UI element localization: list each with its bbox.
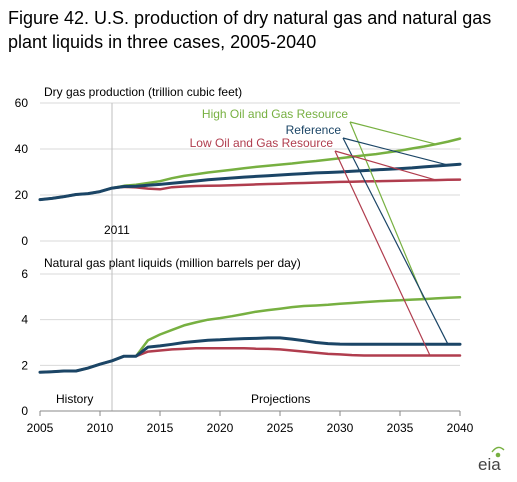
ngpl-low-line [38, 346, 462, 374]
legend-high-leader-top [349, 121, 437, 145]
eia-logo-dot [495, 452, 501, 458]
x-tick-label: 2035 [387, 421, 414, 435]
dry-gas-reference-line [38, 162, 462, 202]
x-tick-label: 2040 [447, 421, 474, 435]
y-tick-label: 2 [21, 358, 28, 372]
legend-reference-leader-bottom [342, 137, 449, 345]
legend-high-label: High Oil and Gas Resource [202, 107, 348, 121]
projections-label: Projections [251, 392, 310, 406]
legend-low-leader-top [334, 150, 437, 181]
series-layer [38, 137, 462, 374]
bottom-panel-title: Natural gas plant liquids (million barre… [44, 256, 301, 270]
figure-title: Figure 42. U.S. production of dry natura… [8, 8, 492, 52]
x-tick-label: 2030 [327, 421, 354, 435]
divider-year-label: 2011 [104, 223, 130, 237]
eia-logo: eia [478, 455, 501, 474]
x-tick-label: 2015 [147, 421, 174, 435]
ngpl-reference-line [38, 336, 462, 374]
legend-reference-leader-top [342, 137, 449, 166]
legend-high-leader-bottom [349, 121, 425, 300]
y-tick-label: 0 [21, 234, 28, 248]
x-tick-label: 2010 [87, 421, 114, 435]
y-tick-label: 6 [21, 267, 28, 281]
y-tick-label: 0 [21, 404, 28, 418]
eia-logo-swoosh [491, 446, 505, 453]
x-tick-label: 2020 [207, 421, 234, 435]
legend-low-label: Low Oil and Gas Resource [190, 136, 334, 150]
y-tick-label: 40 [15, 142, 29, 156]
y-tick-label: 20 [15, 188, 29, 202]
history-label: History [56, 392, 93, 406]
ngpl-high-line [38, 296, 462, 374]
text-layer: Dry gas production (trillion cubic feet)… [44, 85, 505, 474]
top-panel-title: Dry gas production (trillion cubic feet) [44, 85, 242, 99]
y-tick-label: 60 [15, 96, 29, 110]
x-tick-label: 2025 [267, 421, 294, 435]
legend-low-leader-bottom [334, 150, 431, 356]
legend-reference-label: Reference [286, 123, 342, 137]
x-tick-label: 2005 [27, 421, 54, 435]
y-tick-label: 4 [21, 313, 28, 327]
